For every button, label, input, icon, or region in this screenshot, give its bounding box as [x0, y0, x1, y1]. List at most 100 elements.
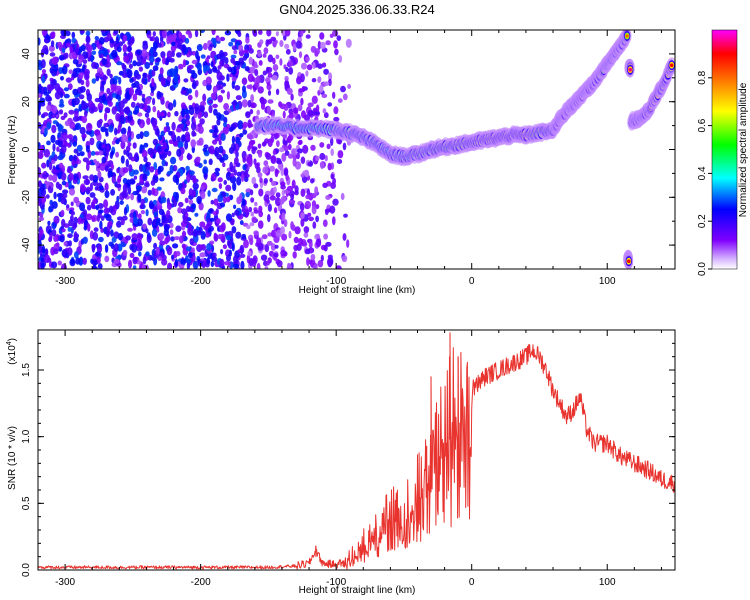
spectrogram-noise-dot	[241, 198, 246, 206]
spectrogram-noise-dot	[194, 30, 199, 38]
spectrogram-noise-dot	[241, 99, 248, 108]
spectrogram-noise-dot	[109, 151, 114, 159]
spectrogram-noise-dot	[122, 249, 128, 256]
spectrogram-noise-dot	[346, 239, 350, 248]
spectrogram-noise-dot	[199, 190, 206, 200]
spectrogram-noise-dot	[284, 150, 290, 156]
spectrogram-noise-dot	[103, 207, 110, 215]
spectrogram-noise-dot	[194, 89, 199, 98]
spectrogram-noise-dot	[281, 30, 287, 37]
spectrogram-noise-dot	[124, 106, 131, 115]
spectrogram-noise-dot	[131, 244, 138, 253]
spectrogram-noise-dot	[67, 247, 73, 256]
spectrogram-noise-dot	[172, 198, 178, 208]
spectrogram-noise-dot	[216, 218, 221, 225]
spectrogram-noise-dot	[251, 76, 255, 82]
spectrogram-noise-dot	[67, 233, 73, 239]
spectrogram-noise-dot	[91, 259, 98, 266]
spectrogram-noise-dot	[311, 78, 317, 83]
spectrogram-noise-dot	[254, 201, 258, 207]
spectrogram-noise-dot	[106, 144, 110, 153]
spectrogram-noise-dot	[294, 226, 301, 235]
spectrogram-noise-dot	[214, 146, 220, 156]
spectrogram-noise-dot	[97, 263, 103, 269]
spectrogram-noise-dot	[125, 158, 129, 168]
spectrogram-noise-dot	[296, 148, 303, 154]
spectrogram-noise-dot	[279, 147, 285, 153]
spectrogram-noise-dot	[230, 173, 235, 178]
spectrogram-noise-dot	[300, 97, 304, 106]
spectrogram-noise-dot	[280, 167, 285, 177]
spectrogram-noise-dot	[40, 257, 45, 262]
spectrogram-noise-dot	[174, 65, 179, 73]
spectrogram-noise-dot	[273, 253, 279, 258]
spectrogram-noise-dot	[38, 216, 45, 221]
spectrogram-noise-dot	[323, 112, 329, 119]
spectrogram-noise-dot	[226, 254, 231, 262]
spectrogram-noise-dot	[202, 42, 208, 51]
spectrogram-noise-dot	[100, 30, 107, 33]
spectrogram-noise-dot	[116, 61, 123, 66]
spectrogram-noise-dot	[342, 142, 347, 151]
spectrogram-x-tick-label: -300	[55, 276, 75, 287]
spectrogram-noise-dot	[284, 79, 290, 89]
spectrogram-x-tick-label: -100	[326, 276, 346, 287]
spectrogram-noise-dot	[288, 230, 292, 239]
spectrogram-noise-dot	[327, 102, 333, 107]
spectrogram-noise-dot	[285, 66, 289, 73]
spectrogram-noise-dot	[303, 226, 310, 234]
spectrogram-noise-dot	[101, 48, 108, 57]
spectrogram-noise-dot	[314, 233, 320, 240]
spectrogram-noise-dot	[287, 153, 294, 159]
spectrogram-noise-dot	[91, 50, 97, 56]
spectrogram-noise-dot	[120, 218, 125, 226]
spectrogram-noise-dot	[62, 132, 68, 141]
spectrogram-noise-dot	[63, 87, 69, 92]
spectrogram-noise-dot	[336, 35, 342, 41]
spectrogram-noise-dot	[57, 124, 64, 131]
spectrogram-noise-dot	[187, 252, 193, 259]
spectrogram-noise-dot	[198, 202, 204, 211]
colorbar-tick-label: 0.6	[697, 118, 708, 132]
spectrogram-branch-1-point-core	[628, 67, 632, 72]
spectrogram-noise-dot	[178, 31, 182, 40]
spectrogram-noise-dot	[248, 134, 253, 140]
spectrogram-noise-dot	[191, 253, 196, 263]
snr-x-tick-label: -200	[191, 577, 211, 588]
spectrogram-noise-dot	[179, 235, 184, 244]
spectrogram-noise-dot	[235, 95, 242, 101]
spectrogram-noise	[38, 30, 352, 269]
spectrogram-noise-dot	[249, 222, 255, 227]
spectrogram-noise-dot	[329, 33, 334, 38]
snr-series-group	[38, 332, 675, 570]
spectrogram-noise-dot	[53, 154, 58, 162]
spectrogram-noise-dot	[212, 252, 217, 258]
spectrogram-noise-dot	[202, 166, 209, 176]
spectrogram-noise-dot	[343, 213, 348, 218]
spectrogram-noise-dot	[290, 193, 295, 201]
spectrogram-noise-dot	[242, 164, 247, 171]
spectrogram-noise-dot	[195, 156, 201, 162]
spectrogram-noise-dot	[300, 156, 306, 164]
spectrogram-noise-dot	[218, 183, 223, 189]
spectrogram-noise-dot	[51, 229, 57, 237]
spectrogram-noise-dot	[224, 57, 229, 65]
spectrogram-noise-dot	[246, 84, 253, 90]
spectrogram-noise-dot	[229, 165, 236, 173]
spectrogram-noise-dot	[269, 195, 276, 201]
spectrogram-noise-dot	[125, 235, 131, 241]
spectrogram-noise-dot	[198, 244, 205, 249]
spectrogram-noise-dot	[152, 65, 159, 72]
spectrogram-noise-dot	[280, 184, 286, 190]
spectrogram-noise-dot	[232, 263, 240, 269]
spectrogram-noise-dot	[285, 48, 291, 55]
spectrogram-noise-dot	[171, 41, 176, 47]
spectrogram-noise-dot	[72, 222, 77, 231]
spectrogram-noise-dot	[249, 66, 256, 71]
spectrogram-noise-dot	[53, 191, 57, 200]
spectrogram-noise-dot	[83, 225, 88, 231]
spectrogram-noise-dot	[181, 44, 187, 53]
spectrogram-noise-dot	[104, 190, 110, 199]
spectrogram-noise-dot	[253, 183, 259, 189]
spectrogram-noise-dot	[125, 145, 131, 153]
